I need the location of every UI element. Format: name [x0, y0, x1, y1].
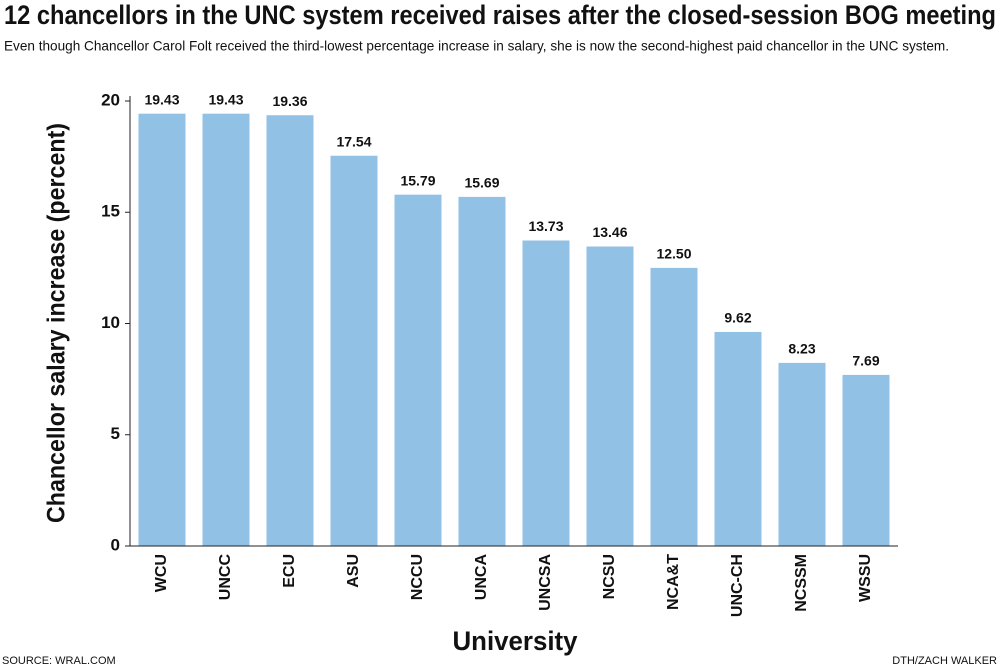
value-label: 8.23	[788, 341, 815, 357]
y-tick-label: 20	[101, 90, 120, 109]
y-tick-label: 0	[111, 535, 120, 554]
y-tick-label: 15	[101, 202, 120, 221]
value-label: 13.73	[528, 218, 563, 234]
bar	[522, 240, 570, 546]
bar	[458, 196, 506, 546]
x-tick-label: NCSSM	[793, 554, 810, 612]
value-label: 15.69	[464, 175, 499, 191]
value-label: 15.79	[400, 172, 435, 188]
x-tick-label: UNCSA	[537, 554, 554, 611]
credit: DTH/ZACH WALKER	[892, 655, 997, 667]
x-tick-label: ASU	[345, 554, 362, 588]
bar	[394, 194, 442, 547]
x-tick-label: NCA&T	[665, 554, 682, 610]
bar	[650, 267, 698, 546]
value-label: 13.46	[592, 224, 627, 240]
x-tick-label: UNC-CH	[729, 554, 746, 617]
value-label: 19.36	[272, 93, 307, 109]
bar	[138, 113, 186, 547]
chart-title: 12 chancellors in the UNC system receive…	[4, 0, 996, 30]
bar	[714, 331, 762, 546]
value-label: 19.43	[208, 91, 243, 107]
x-tick-label: NCSU	[601, 554, 618, 599]
value-label: 19.43	[144, 91, 179, 107]
bar	[586, 246, 634, 546]
x-axis-label: University	[453, 626, 578, 656]
y-axis-label: Chancellor salary increase (percent)	[43, 123, 71, 523]
chart-subtitle: Even though Chancellor Carol Folt receiv…	[4, 38, 949, 54]
x-tick-label: WCU	[153, 554, 170, 592]
bar	[202, 113, 250, 547]
source: SOURCE: WRAL.COM	[2, 655, 116, 667]
bar	[778, 362, 826, 546]
value-label: 17.54	[336, 133, 371, 149]
value-label: 12.50	[656, 246, 691, 262]
x-tick-label: WSSU	[857, 554, 874, 602]
x-tick-label: UNCC	[217, 554, 234, 601]
value-label: 9.62	[724, 310, 751, 326]
y-tick-label: 5	[111, 424, 120, 443]
bar	[266, 115, 314, 547]
value-label: 7.69	[852, 353, 879, 369]
bar	[842, 374, 890, 546]
y-tick-label: 10	[101, 313, 120, 332]
x-tick-label: UNCA	[473, 554, 490, 601]
x-tick-label: NCCU	[409, 554, 426, 600]
bar	[330, 155, 378, 547]
x-tick-label: ECU	[281, 554, 298, 588]
